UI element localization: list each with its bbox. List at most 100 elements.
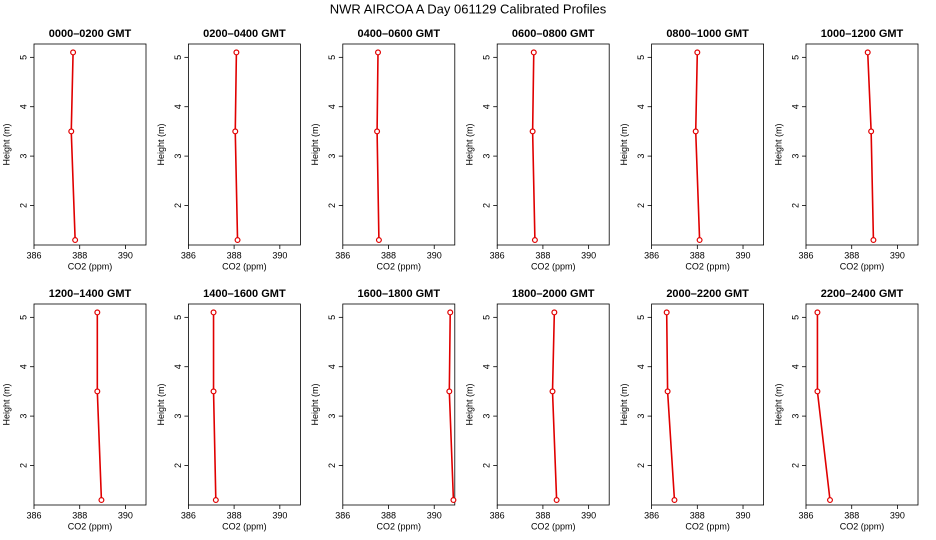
plot-frame bbox=[805, 303, 919, 506]
profile-point bbox=[70, 49, 77, 56]
x-axis-label: CO2 (ppm) bbox=[377, 261, 422, 271]
y-tick-label: 3 bbox=[790, 154, 800, 159]
x-axis-label: CO2 (ppm) bbox=[840, 521, 885, 531]
y-tick-label: 4 bbox=[173, 364, 183, 369]
profile-point bbox=[72, 237, 79, 244]
x-axis-label: CO2 (ppm) bbox=[68, 521, 113, 531]
plot-frame bbox=[342, 303, 456, 506]
x-tick-label: 390 bbox=[890, 250, 905, 260]
profile-point bbox=[826, 497, 833, 504]
y-tick-label: 4 bbox=[636, 104, 646, 109]
x-tick-label: 386 bbox=[181, 510, 196, 520]
plot-frame bbox=[651, 43, 764, 246]
profile-point bbox=[233, 49, 240, 56]
profile-point bbox=[232, 128, 239, 135]
x-tick-label: 388 bbox=[227, 510, 242, 520]
y-tick-label: 3 bbox=[327, 154, 337, 159]
x-tick-label: 390 bbox=[118, 510, 133, 520]
plot-frame bbox=[187, 43, 301, 246]
profile-line bbox=[866, 52, 875, 241]
y-tick-label: 4 bbox=[790, 364, 800, 369]
x-tick-label: 386 bbox=[181, 250, 196, 260]
profile-point bbox=[549, 388, 556, 395]
x-tick-label: 386 bbox=[644, 250, 659, 260]
y-tick-label: 3 bbox=[18, 154, 28, 159]
y-tick-label: 2 bbox=[482, 463, 492, 468]
x-tick-label: 386 bbox=[26, 250, 41, 260]
panel-title: 0600–0800 GMT bbox=[512, 28, 595, 40]
y-axis-label: Height (m) bbox=[1, 123, 11, 165]
x-tick-label: 388 bbox=[535, 510, 550, 520]
x-tick-label: 388 bbox=[381, 250, 396, 260]
x-tick-label: 388 bbox=[690, 510, 705, 520]
y-tick-label: 5 bbox=[482, 315, 492, 320]
panel-title: 0800–1000 GMT bbox=[666, 28, 749, 40]
panel-title: 1400–1600 GMT bbox=[203, 288, 286, 300]
y-tick-label: 2 bbox=[790, 463, 800, 468]
x-tick-label: 390 bbox=[427, 250, 442, 260]
y-tick-label: 5 bbox=[636, 315, 646, 320]
panel: 0600–0800 GMT 386 388 390 2 3 4 5 CO2 (ppm) Heigh… bbox=[465, 28, 610, 271]
y-tick-label: 4 bbox=[482, 104, 492, 109]
x-tick-label: 388 bbox=[72, 250, 87, 260]
profile-point bbox=[814, 309, 821, 316]
panel: 0200–0400 GMT 386 388 390 2 3 4 5 CO2 (ppm) Heigh… bbox=[156, 28, 301, 271]
y-tick-label: 5 bbox=[482, 55, 492, 60]
panel-title: 1200–1400 GMT bbox=[49, 288, 132, 300]
x-tick-label: 390 bbox=[890, 510, 905, 520]
profile-line bbox=[665, 312, 676, 501]
y-tick-label: 3 bbox=[327, 414, 337, 419]
profile-point bbox=[529, 128, 536, 135]
y-tick-label: 2 bbox=[636, 203, 646, 208]
panel: 1400–1600 GMT 386 388 390 2 3 4 5 CO2 (ppm) Heigh… bbox=[156, 288, 301, 531]
panel-title: 1000–1200 GMT bbox=[821, 28, 904, 40]
x-tick-label: 390 bbox=[272, 510, 287, 520]
y-tick-label: 4 bbox=[173, 104, 183, 109]
plot-frame bbox=[33, 303, 147, 506]
panel-title: 0200–0400 GMT bbox=[203, 28, 286, 40]
x-tick-label: 390 bbox=[427, 510, 442, 520]
y-tick-label: 3 bbox=[173, 414, 183, 419]
x-axis-label: CO2 (ppm) bbox=[685, 521, 730, 531]
x-tick-label: 388 bbox=[844, 250, 859, 260]
profile-point bbox=[375, 237, 382, 244]
x-axis-label: CO2 (ppm) bbox=[377, 521, 422, 531]
x-tick-label: 386 bbox=[798, 250, 813, 260]
profile-point bbox=[94, 309, 101, 316]
y-axis-label: Height (m) bbox=[773, 123, 783, 165]
y-tick-label: 4 bbox=[636, 364, 646, 369]
profile-point bbox=[374, 128, 381, 135]
profile-line bbox=[234, 52, 239, 241]
y-axis-label: Height (m) bbox=[619, 123, 629, 165]
profile-point bbox=[531, 237, 538, 244]
y-tick-label: 4 bbox=[18, 364, 28, 369]
y-tick-label: 3 bbox=[18, 414, 28, 419]
panel: 1200–1400 GMT 386 388 390 2 3 4 5 CO2 (ppm) Heigh… bbox=[1, 288, 147, 531]
profile-point bbox=[375, 49, 382, 56]
x-axis-label: CO2 (ppm) bbox=[531, 521, 576, 531]
y-tick-label: 3 bbox=[636, 154, 646, 159]
x-tick-label: 386 bbox=[490, 510, 505, 520]
profile-line bbox=[448, 312, 455, 501]
profile-point bbox=[864, 49, 871, 56]
profile-point bbox=[553, 497, 560, 504]
profile-line bbox=[551, 312, 558, 501]
plot-frame bbox=[33, 43, 147, 246]
profile-point bbox=[212, 497, 219, 504]
y-axis-label: Height (m) bbox=[310, 383, 320, 425]
x-axis-label: CO2 (ppm) bbox=[840, 261, 885, 271]
x-tick-label: 388 bbox=[381, 510, 396, 520]
y-axis-label: Height (m) bbox=[465, 383, 475, 425]
profile-point bbox=[870, 237, 877, 244]
x-tick-label: 388 bbox=[690, 250, 705, 260]
profile-point bbox=[450, 497, 457, 504]
y-tick-label: 5 bbox=[327, 55, 337, 60]
y-tick-label: 4 bbox=[18, 104, 28, 109]
x-tick-label: 386 bbox=[26, 510, 41, 520]
y-tick-label: 2 bbox=[790, 203, 800, 208]
profile-point bbox=[68, 128, 75, 135]
y-tick-label: 2 bbox=[18, 203, 28, 208]
y-tick-label: 2 bbox=[636, 463, 646, 468]
y-tick-label: 5 bbox=[636, 55, 646, 60]
panel-title: 1800–2000 GMT bbox=[512, 288, 595, 300]
